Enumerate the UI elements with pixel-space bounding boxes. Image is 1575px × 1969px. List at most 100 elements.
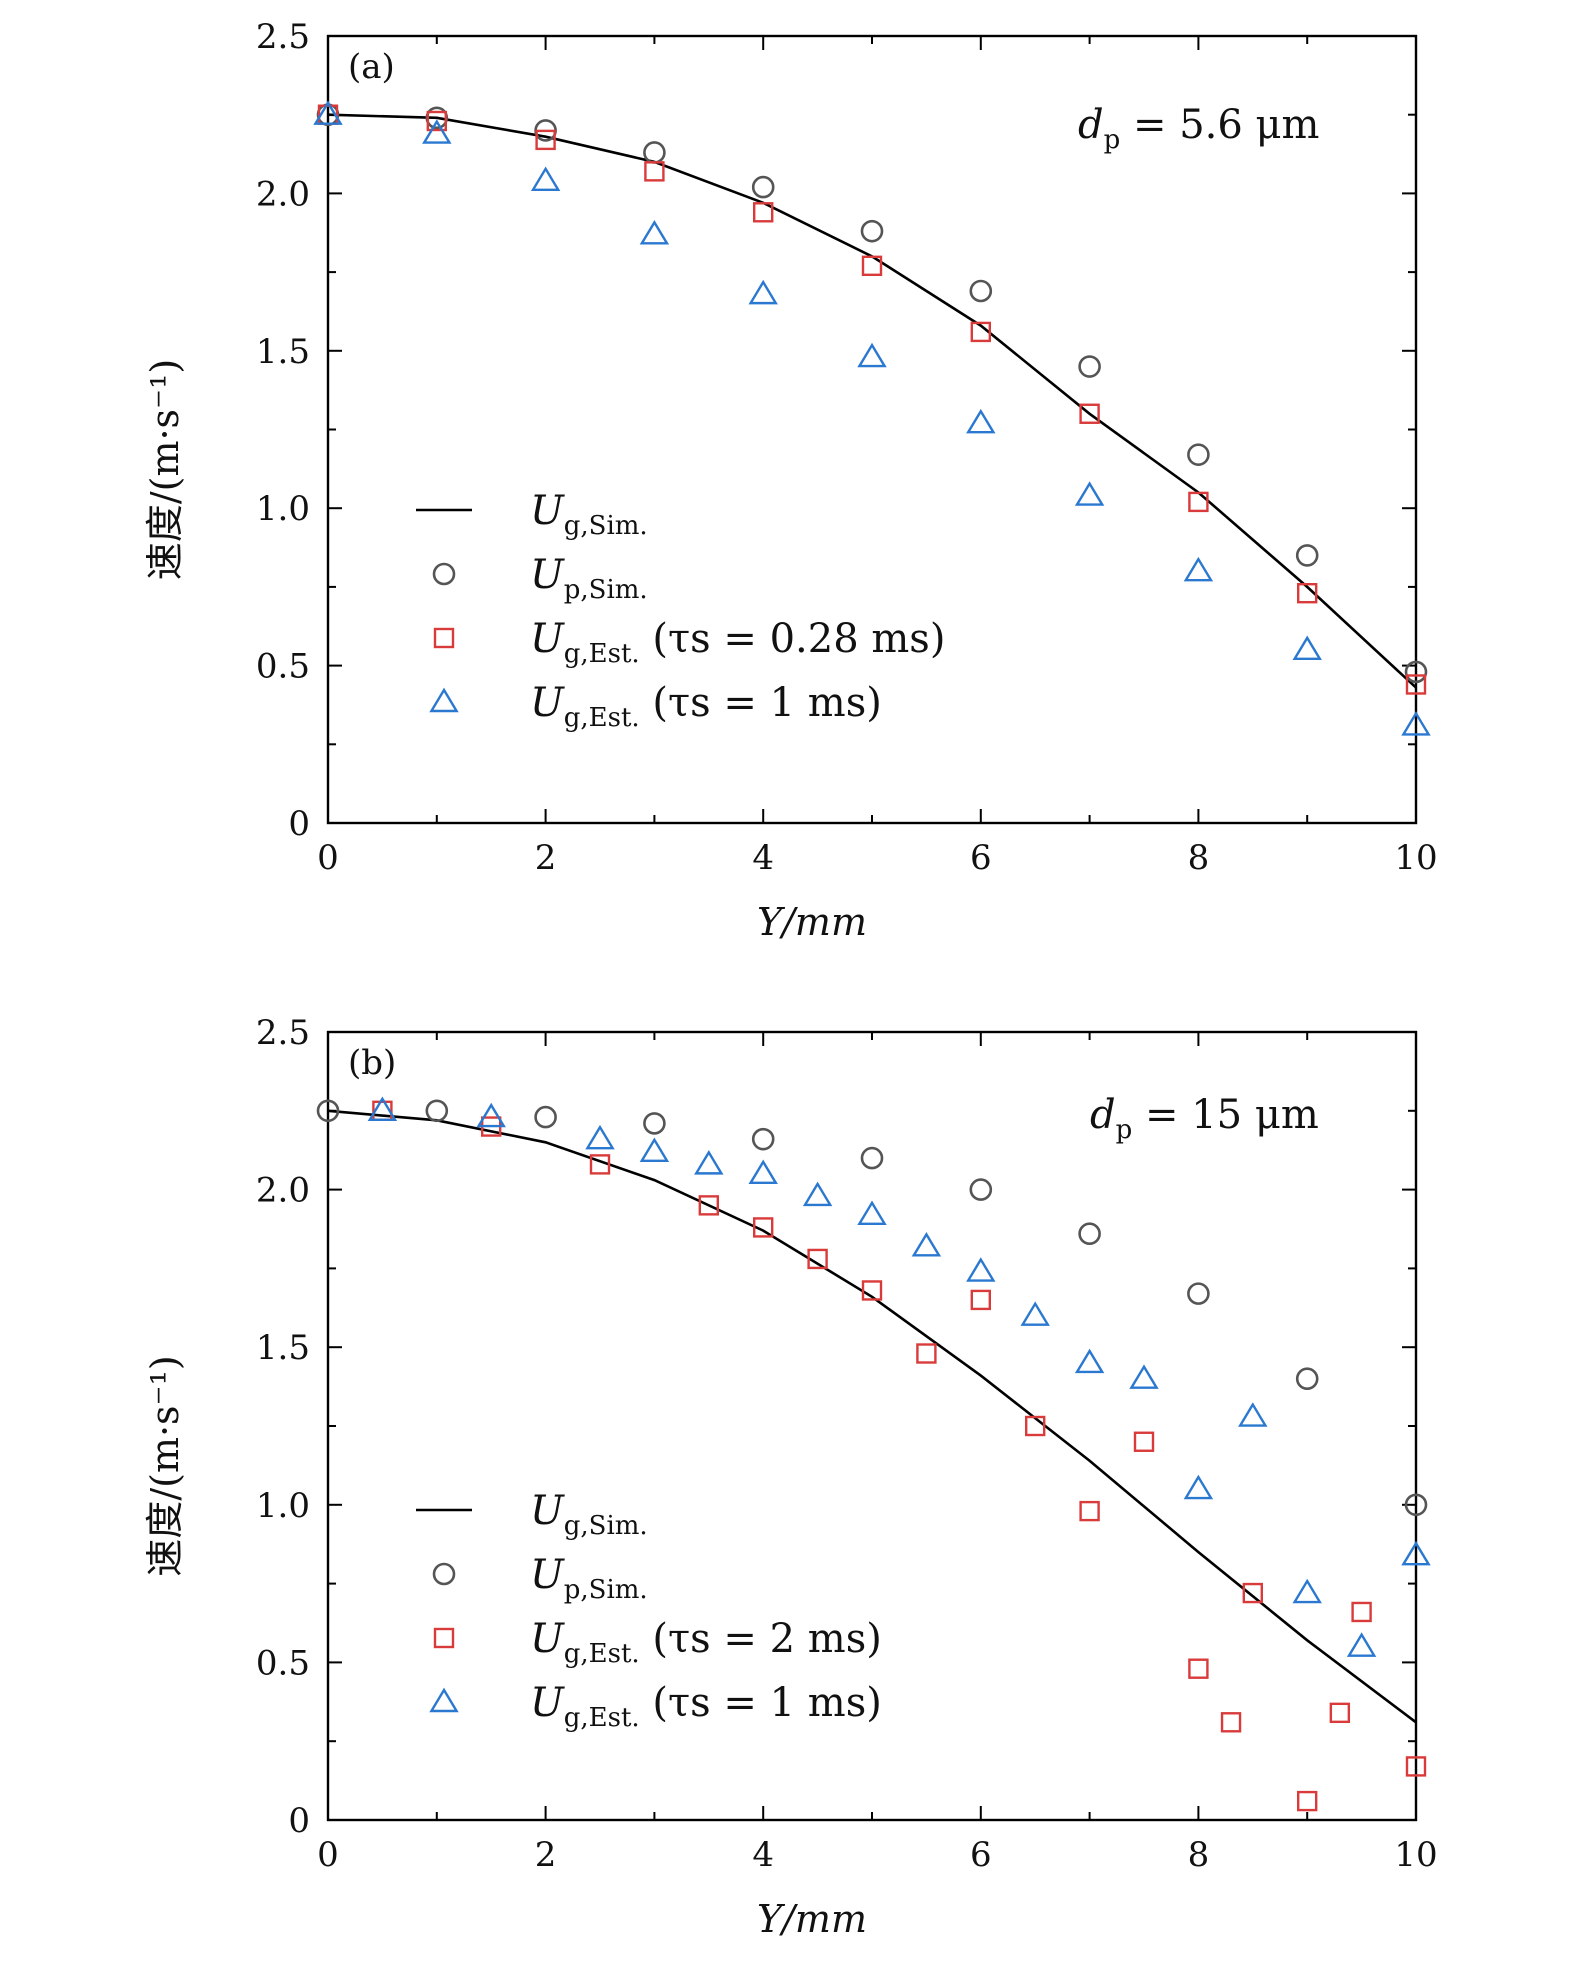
data-point (1129, 1364, 1159, 1389)
x-tick-label: 0 (317, 838, 339, 878)
data-point (1292, 1578, 1322, 1604)
data-point (1187, 1282, 1210, 1305)
data-point (751, 175, 775, 199)
data-point (639, 1137, 670, 1162)
data-point (1296, 1790, 1318, 1812)
legend-entry-label: Ug,Est. (τs = 2 ms) (530, 1616, 882, 1669)
data-point (748, 1159, 778, 1185)
data-point (1188, 491, 1209, 513)
data-point (857, 342, 887, 368)
legend-entry-label: Up,Sim. (530, 1552, 648, 1605)
y-tick-label: 2.0 (256, 1171, 310, 1211)
data-point (1292, 635, 1322, 661)
data-point (1296, 582, 1318, 604)
data-point (1078, 1222, 1101, 1246)
data-point (1401, 711, 1431, 736)
data-point (1079, 1500, 1100, 1522)
legend-entry-label: Ug,Est. (τs = 0.28 ms) (530, 616, 945, 669)
data-point (970, 1289, 991, 1311)
legend-marker-swatch (429, 1687, 459, 1713)
data-point (1188, 1658, 1209, 1679)
data-point (1405, 1756, 1427, 1777)
data-point (1404, 1493, 1428, 1517)
legend-marker-swatch (432, 1562, 456, 1586)
data-point (589, 1154, 611, 1175)
data-point (644, 161, 665, 182)
data-point (1020, 1301, 1050, 1326)
y-axis-title: 速度/(m·s⁻¹) (143, 359, 187, 580)
series-1 (316, 1099, 1428, 1517)
y-tick-label: 0.5 (256, 647, 310, 687)
data-point (1351, 1601, 1372, 1623)
data-point (802, 1181, 833, 1207)
legend-entry-label: Ug,Sim. (530, 488, 648, 541)
data-point (911, 1232, 942, 1257)
x-tick-label: 0 (317, 1835, 339, 1875)
y-tick-label: 1.0 (256, 1486, 310, 1526)
legend-marker-swatch (433, 627, 455, 649)
data-point (857, 1200, 887, 1226)
data-point (753, 202, 774, 223)
data-point (534, 1105, 557, 1129)
data-point (969, 1178, 993, 1201)
y-tick-label: 1.5 (256, 332, 310, 372)
data-point (643, 141, 666, 164)
data-point (313, 100, 343, 125)
series-2 (317, 104, 1427, 695)
data-point (585, 1124, 615, 1150)
data-point (1078, 355, 1101, 378)
x-tick-label: 6 (970, 838, 992, 878)
particle-diameter-annotation: dp = 5.6 μm (1078, 102, 1319, 155)
data-point (639, 219, 670, 245)
data-point (753, 1217, 774, 1238)
data-point (1220, 1712, 1242, 1733)
x-tick-label: 8 (1188, 1835, 1210, 1875)
legend: Ug,Sim. Up,Sim. Ug,Est. (τs = 0.28 ms) Ug,E… (416, 488, 945, 733)
data-point (969, 279, 993, 303)
data-point (860, 219, 884, 243)
data-point (966, 408, 996, 434)
legend: Ug,Sim. Up,Sim. Ug,Est. (τs = 2 ms) Ug,Est.… (416, 1488, 882, 1733)
data-point (1133, 1431, 1155, 1452)
data-point (1242, 1582, 1264, 1604)
x-tick-label: 10 (1394, 1835, 1437, 1875)
data-point (476, 1102, 506, 1128)
data-point (530, 166, 561, 192)
series-line (327, 113, 1417, 689)
data-point (698, 1195, 719, 1216)
legend-entry-label: Ug,Est. (τs = 1 ms) (530, 1680, 882, 1733)
data-point (367, 1096, 398, 1122)
panel-label: (a) (348, 47, 395, 87)
series-3 (367, 1096, 1431, 1657)
data-point (1401, 1540, 1431, 1566)
data-point (422, 119, 452, 144)
x-axis-title: Y/mm (757, 900, 867, 944)
data-point (1238, 1402, 1268, 1427)
data-point (1295, 1367, 1319, 1391)
series-1 (316, 103, 1428, 684)
data-point (966, 1257, 996, 1282)
data-point (643, 1112, 666, 1135)
chart-panel-a: 0 2 4 6 8 10 0 0.5 1.0 1.5 2.0 2.5 Y/mm 速度/(m·s⁻¹) (a)… (143, 17, 1438, 944)
data-point (860, 1146, 884, 1170)
particle-diameter-annotation: dp = 15 μm (1090, 1092, 1319, 1145)
legend-marker-swatch (429, 687, 459, 713)
data-point (861, 1280, 883, 1301)
x-tick-label: 2 (535, 838, 557, 878)
y-tick-label: 2.0 (256, 174, 310, 214)
data-point (1074, 1348, 1105, 1374)
x-tick-label: 2 (535, 1835, 557, 1875)
data-point (1405, 674, 1427, 695)
data-point (1183, 1474, 1214, 1500)
data-point (425, 1099, 449, 1123)
legend-marker-swatch (433, 1627, 455, 1649)
data-point (1346, 1632, 1377, 1657)
series-3 (313, 100, 1431, 736)
x-tick-label: 8 (1188, 838, 1210, 878)
y-tick-label: 0.5 (256, 1643, 310, 1683)
x-tick-label: 4 (752, 838, 774, 878)
data-point (1187, 443, 1210, 466)
data-point (1329, 1702, 1351, 1724)
x-tick-label: 6 (970, 1835, 992, 1875)
